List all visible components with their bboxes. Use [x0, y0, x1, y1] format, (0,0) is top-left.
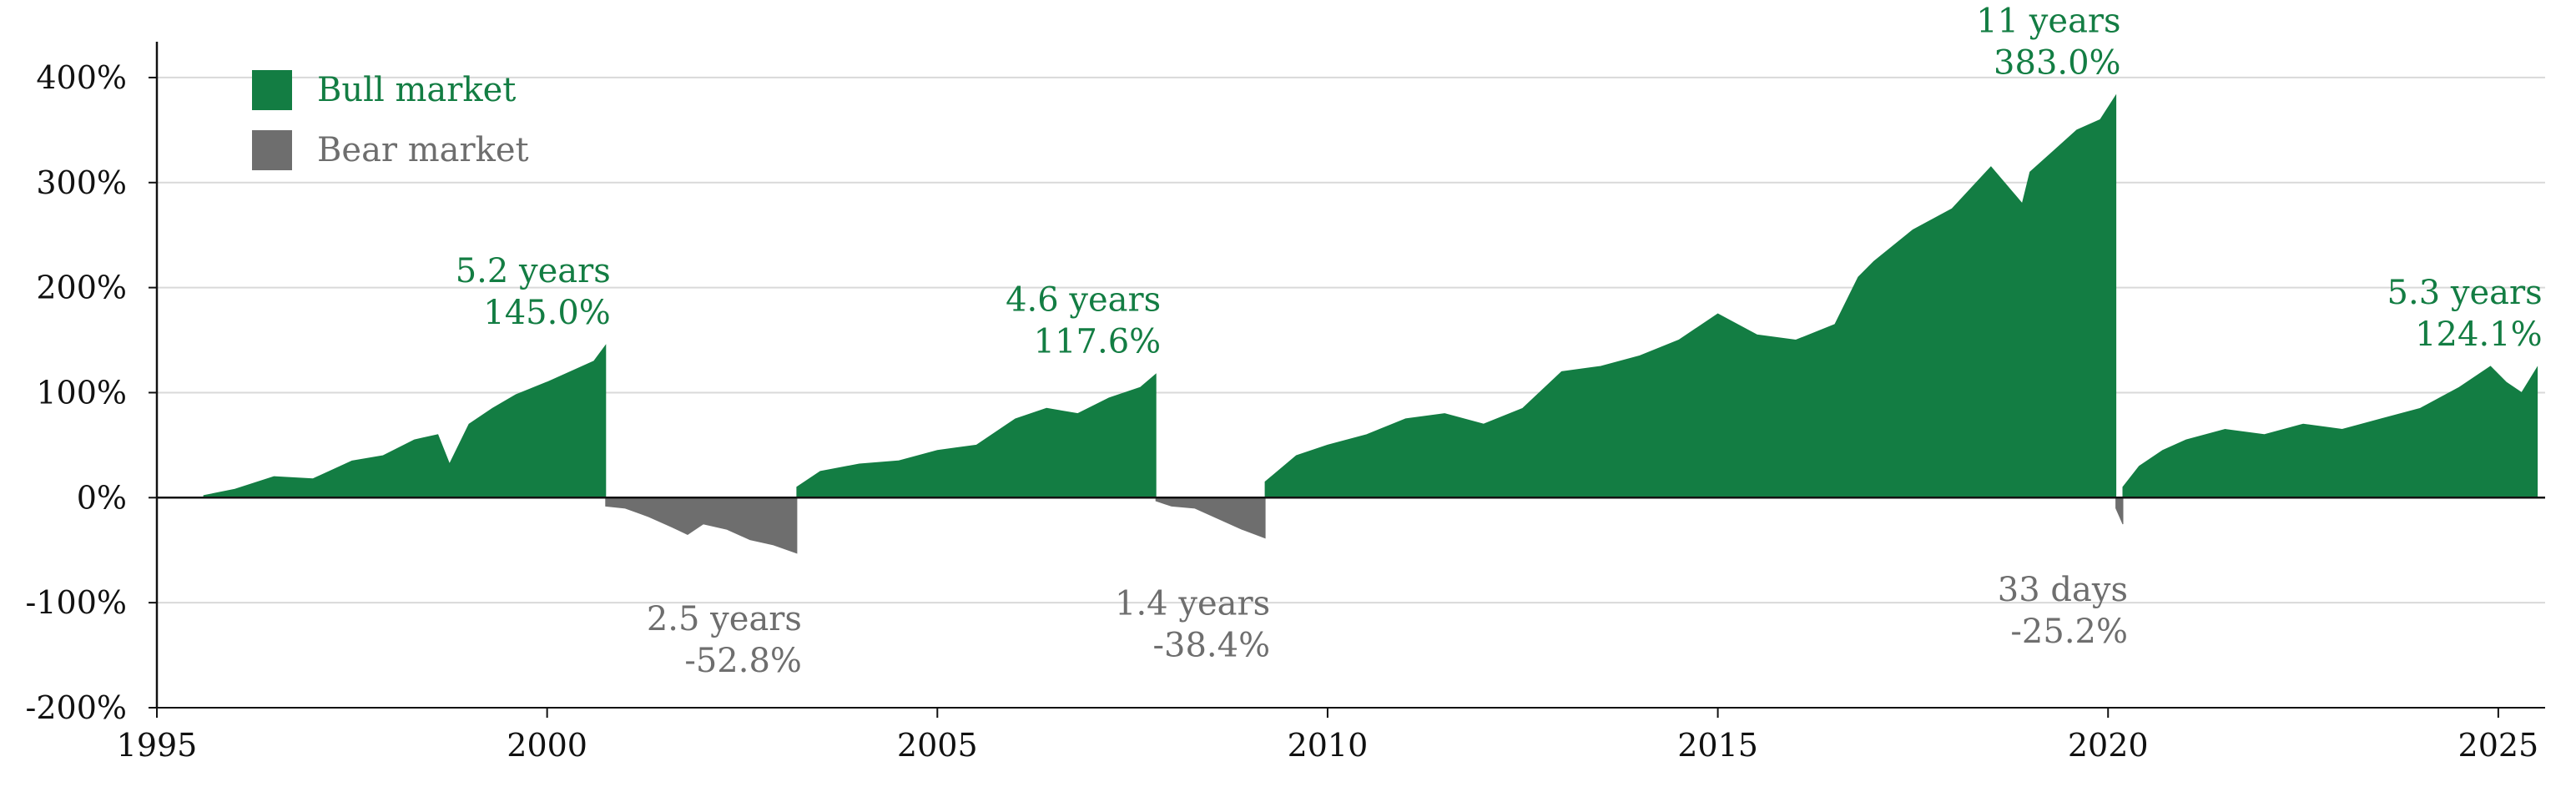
- legend-swatch: [252, 130, 292, 170]
- x-tick-label: 2020: [2068, 727, 2149, 764]
- x-tick-label: 2015: [1677, 727, 1758, 764]
- y-tick-label: 0%: [77, 479, 127, 516]
- x-tick-label: 2025: [2458, 727, 2539, 764]
- area-series: [203, 93, 2538, 554]
- y-tick-label: 200%: [36, 270, 127, 306]
- bear-change-label: -25.2%: [2010, 613, 2128, 651]
- y-tick-label: 400%: [36, 59, 127, 96]
- bull-duration-label: 5.2 years: [456, 252, 611, 290]
- y-tick-label: -200%: [26, 689, 127, 726]
- legend-label: Bear market: [317, 131, 529, 169]
- x-tick-label: 2000: [507, 727, 587, 764]
- bull-change-label: 145.0%: [483, 294, 611, 332]
- bear-duration-label: 33 days: [1998, 571, 2128, 609]
- bull-change-label: 117.6%: [1034, 322, 1162, 361]
- bull-duration-label: 4.6 years: [1006, 280, 1161, 319]
- y-tick-label: 100%: [36, 374, 127, 411]
- bull-duration-label: 11 years: [1976, 2, 2120, 40]
- bull-market-area: [2122, 366, 2538, 498]
- bear-market-area: [2115, 497, 2124, 525]
- legend-swatch: [252, 70, 292, 110]
- bear-market-area: [605, 497, 798, 554]
- bear-duration-label: 2.5 years: [647, 600, 802, 638]
- bull-market-area: [796, 373, 1157, 498]
- bear-change-label: -38.4%: [1153, 627, 1271, 665]
- bull-duration-label: 5.3 years: [2387, 274, 2543, 312]
- x-tick-label: 1995: [117, 727, 198, 764]
- bear-market-area: [1155, 497, 1266, 539]
- legend: Bull market Bear market: [252, 70, 529, 170]
- bull-change-label: 383.0%: [1994, 43, 2121, 82]
- x-tick-label: 2005: [897, 727, 978, 764]
- y-tick-label: -100%: [26, 584, 127, 621]
- grid-lines: [157, 76, 2545, 709]
- bear-change-label: -52.8%: [684, 642, 802, 680]
- axes: 400% 300% 200% 100% 0% -100% -200%1995 2000 2005…: [26, 42, 2545, 764]
- x-tick-label: 2010: [1288, 727, 1369, 764]
- bull-market-area: [1264, 93, 2117, 498]
- bull-market-area: [203, 344, 607, 498]
- bull-change-label: 124.1%: [2415, 315, 2543, 354]
- legend-label: Bull market: [317, 71, 516, 109]
- bear-duration-label: 1.4 years: [1115, 585, 1270, 623]
- y-tick-label: 300%: [36, 164, 127, 201]
